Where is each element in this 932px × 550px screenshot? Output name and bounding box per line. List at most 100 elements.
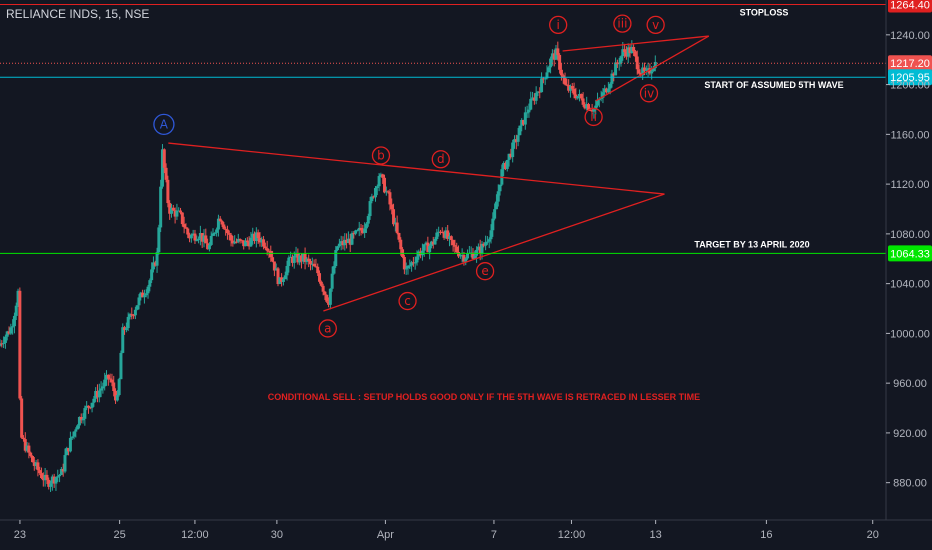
candle-body [290,256,294,263]
candle-body [132,315,136,317]
candle-body [173,210,177,217]
wave-circle [646,15,665,35]
candle-body [301,253,305,262]
candle-body [126,316,130,329]
candle-body [209,235,213,245]
candle-body [249,237,253,247]
candle-body [242,240,246,247]
candle-body [357,227,361,231]
candle-body [319,281,323,286]
candle-body [240,240,244,242]
candle-body [457,251,461,257]
candle-body [346,238,350,244]
candle-body [135,305,139,310]
candle-body [92,398,96,403]
candle-body [224,228,228,230]
candle-body [213,232,217,234]
candle-body [157,227,161,253]
candle-body [281,279,285,282]
x-tick-label: Apr [377,529,394,541]
candle-body [119,352,123,380]
candle-body [137,297,141,306]
triangle-trendline [595,35,710,102]
candle-body [651,68,655,72]
candle-body [386,191,390,193]
candle-body [61,468,65,472]
wave-circle [549,15,568,35]
x-tick-label: 12:00 [181,529,209,541]
trendlines-layer [168,35,710,312]
candle-body [171,207,175,211]
wave-circle [318,319,337,338]
candle-body [316,266,320,274]
candle-body [482,243,486,246]
candle-body [549,58,553,68]
candle-body [153,262,157,266]
price-badge [888,0,932,13]
candle-body [363,228,367,233]
candle-body [368,201,372,217]
candle-body [117,379,121,396]
candle-body [144,293,148,296]
candle-body [83,408,87,419]
candle-body [336,246,340,251]
candle-body [334,250,338,267]
candle-body [312,263,316,267]
wave-label-e: e [481,264,488,278]
candle-body [507,153,511,160]
candle-body [641,67,645,76]
candle-body [348,238,352,245]
candle-body [155,252,159,266]
candle-body [610,73,614,84]
candle-body [563,78,567,85]
wave-label-i: i [557,18,560,32]
price-badge-label: 1205.95 [890,72,930,84]
candle-body [415,256,419,263]
candle-body [381,174,385,178]
candle-body [561,75,565,79]
candle-body [215,229,219,233]
candle-body [99,388,103,391]
candle-body [271,257,275,262]
candle-body [278,277,282,284]
wave-circle [639,84,659,103]
candle-body [536,91,540,93]
candle-body [34,462,38,466]
candle-body [182,224,186,228]
candle-body [325,294,329,302]
candle-body [650,71,654,74]
candle-body [323,291,327,295]
candle-body [105,374,109,380]
candle-body [648,68,652,74]
candle-body [108,378,112,380]
candle-body [193,233,197,241]
candle-body [72,431,76,437]
wave-circle [371,146,391,165]
candle-body [505,159,509,169]
candle-body [503,163,507,169]
candle-body [637,69,641,74]
candle-body [523,112,527,125]
candle-body [455,246,459,252]
candle-body [245,240,249,243]
candle-body [446,230,450,239]
candle-body [442,232,446,238]
y-tick-label: 1040.00 [890,279,930,291]
candle-body [195,240,199,242]
candle-body [191,233,195,235]
candle-body [429,241,433,246]
level-annotation: START OF ASSUMED 5TH WAVE [704,80,843,90]
candle-body [263,246,267,249]
candle-body [97,390,101,398]
candle-body [106,374,110,379]
y-tick-label: 1120.00 [891,179,930,191]
candle-body [518,125,522,136]
candle-body [58,474,62,477]
candle-body [632,47,636,52]
candle-body [88,407,92,409]
candle-body [628,47,632,54]
candle-body [359,227,363,231]
candle-body [23,439,27,451]
